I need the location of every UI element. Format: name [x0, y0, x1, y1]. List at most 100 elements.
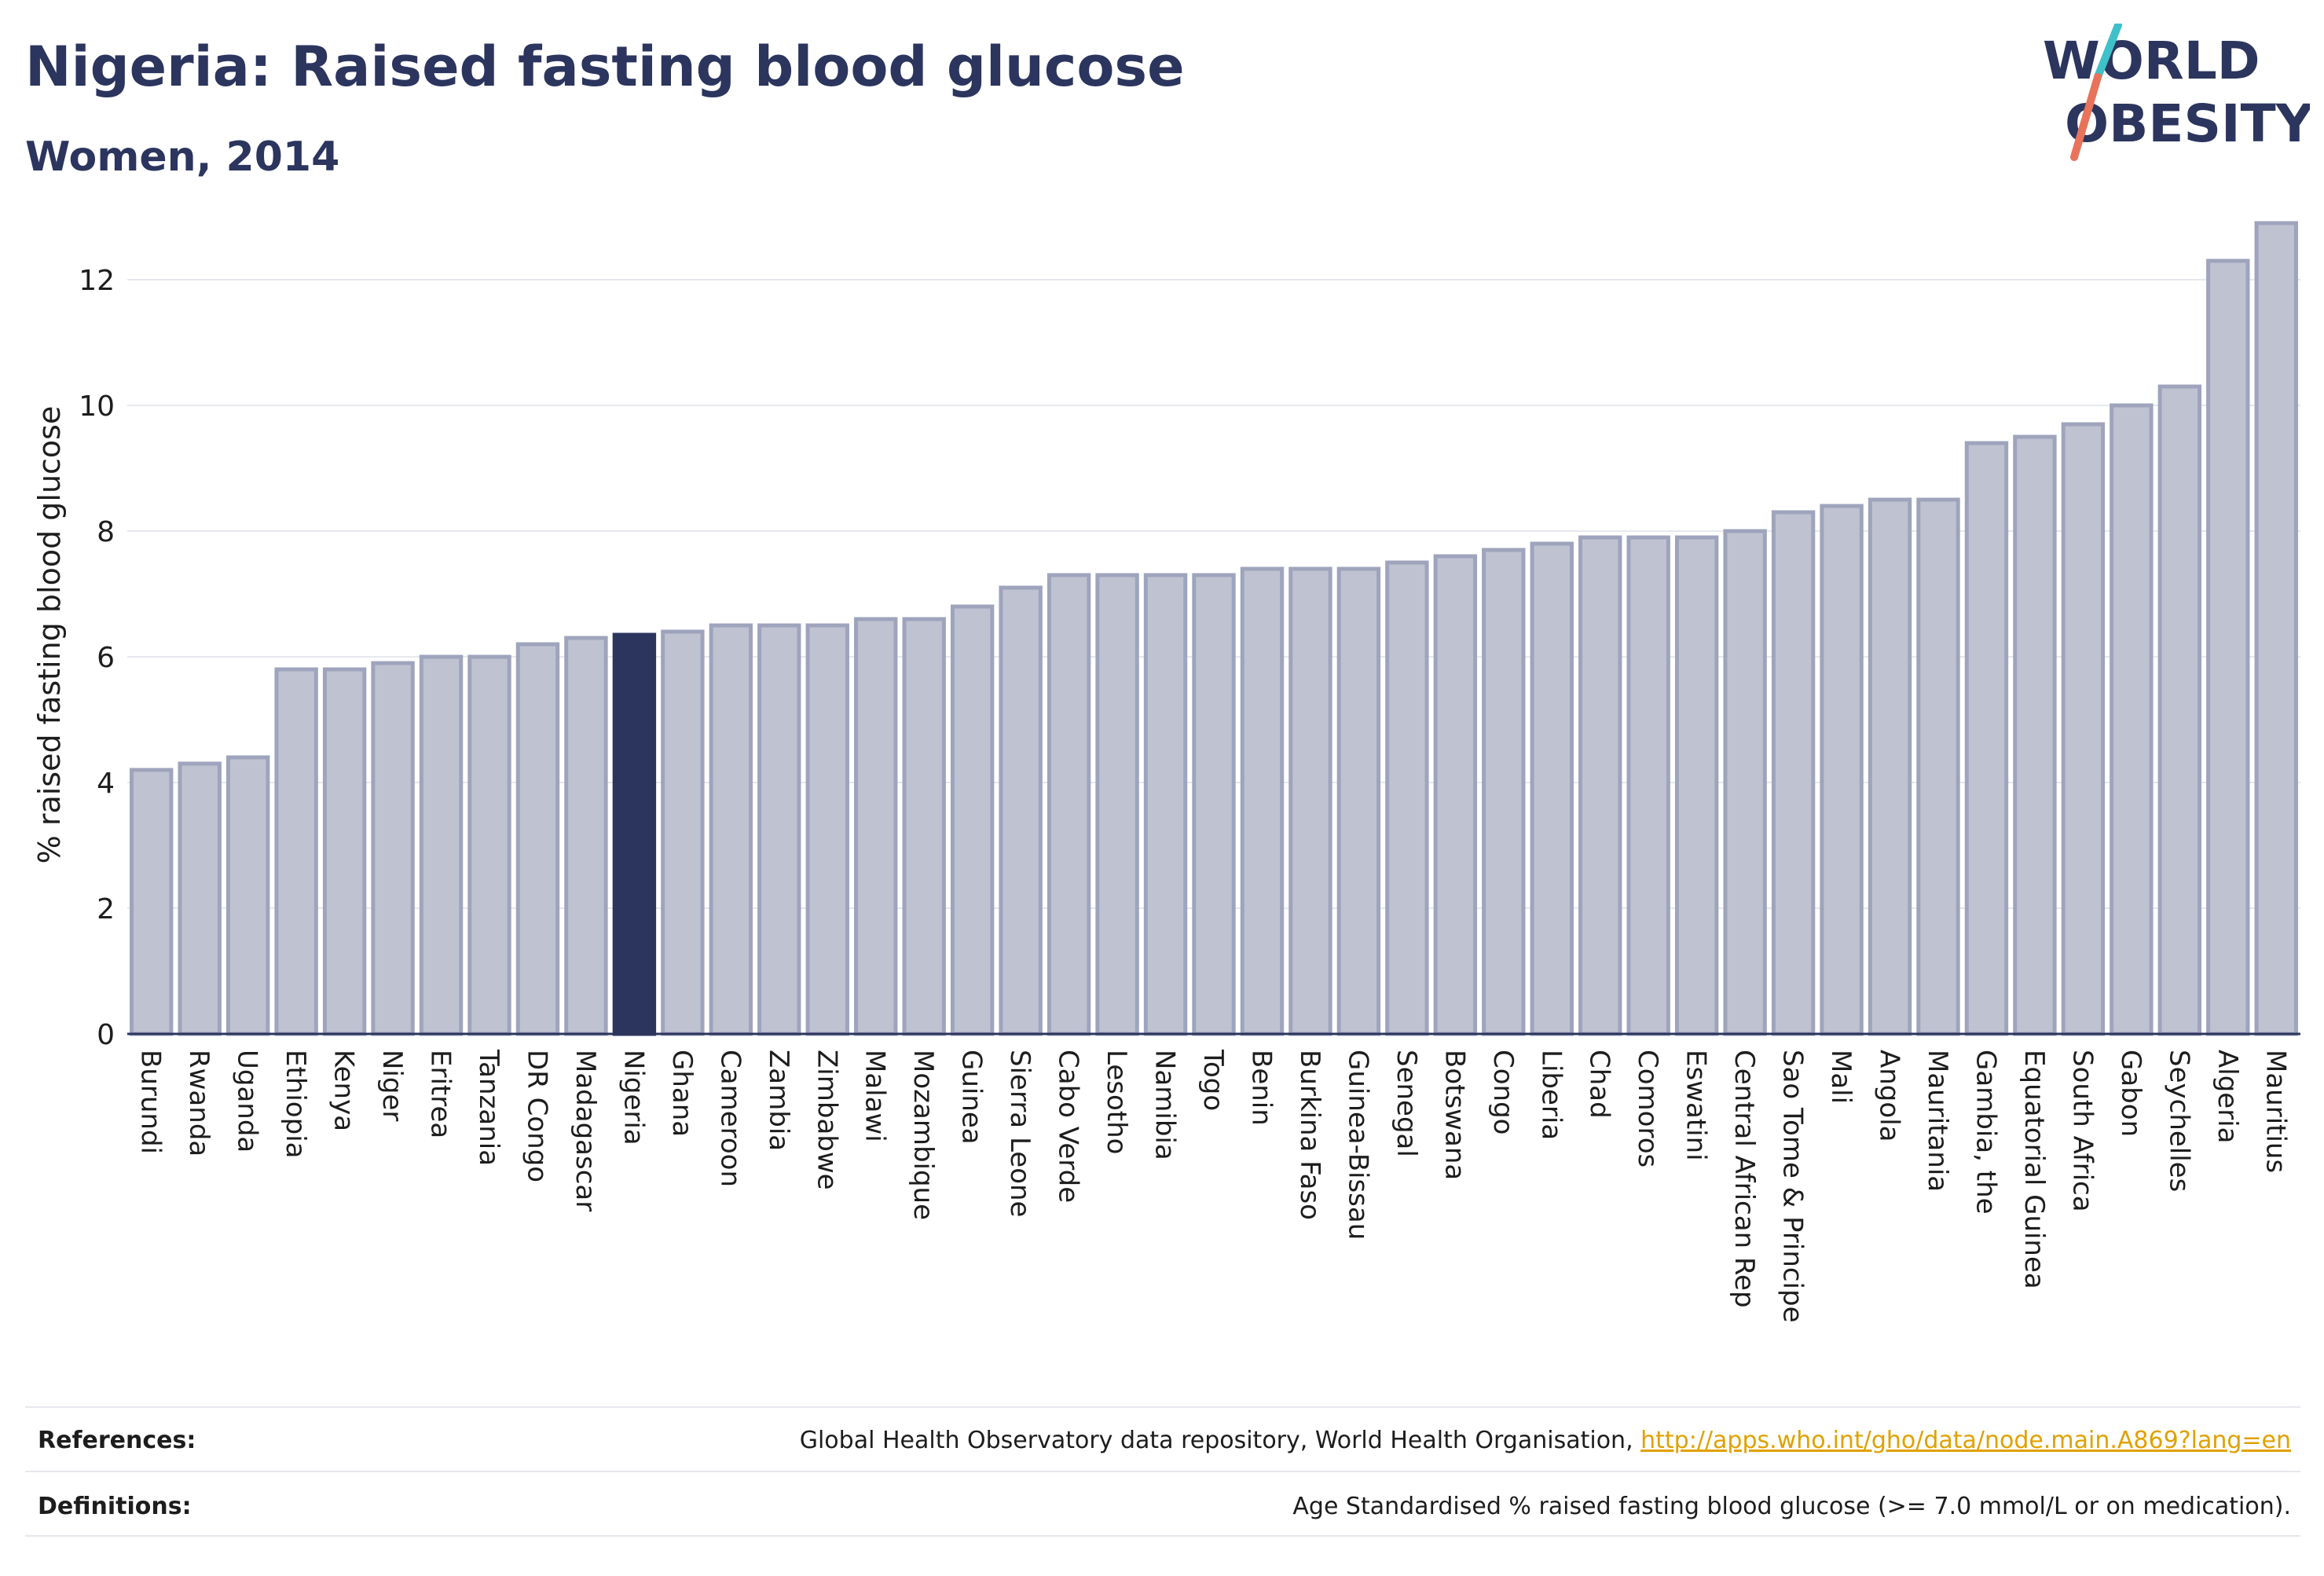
x-tick-label: Ghana: [666, 1050, 698, 1137]
y-tick-label: 12: [79, 265, 115, 297]
bar-dr-congo: [515, 642, 560, 1036]
bar-eswatini: [1674, 535, 1719, 1036]
bar-cameroon: [709, 623, 753, 1036]
bar-equatorial-guinea: [2013, 434, 2057, 1036]
y-tick-label: 0: [97, 1019, 115, 1051]
logo-line1: WORLD: [2043, 31, 2260, 91]
y-tick-label: 4: [97, 768, 115, 800]
x-tick-label: Kenya: [328, 1050, 360, 1131]
bar-guinea: [950, 604, 995, 1036]
x-tick-label: Mali: [1825, 1050, 1857, 1104]
logo-line2: OBESITY: [2065, 93, 2310, 154]
bar-angola: [1868, 497, 1912, 1036]
bar-mozambique: [902, 617, 946, 1036]
x-tick-label: Nigeria: [618, 1050, 649, 1145]
x-tick-label: Togo: [1197, 1049, 1229, 1111]
bar-uganda: [225, 755, 270, 1036]
footer-divider-middle: [25, 1471, 2300, 1472]
bar-chad: [1578, 535, 1622, 1036]
bar-south-africa: [2061, 422, 2106, 1036]
y-tick-labels: 0 2 4 6 8 10 12: [79, 265, 115, 1051]
x-tick-label: Gambia, the: [1970, 1050, 2001, 1215]
bar-mali: [1820, 504, 1864, 1036]
bar-zimbabwe: [805, 623, 849, 1036]
bar-eritrea: [419, 654, 464, 1036]
bar-cabo-verde: [1047, 573, 1091, 1036]
bar-malawi: [854, 617, 898, 1036]
bar-gambia-the: [1964, 441, 2009, 1036]
logo-slash-coral: [2070, 73, 2102, 161]
x-tick-label: South Africa: [2066, 1050, 2098, 1212]
bar-algeria: [2206, 258, 2250, 1036]
bar-gabon: [2110, 403, 2154, 1036]
x-tick-label: Namibia: [1149, 1050, 1181, 1160]
bar-benin: [1240, 566, 1285, 1036]
x-tick-label: Burundi: [135, 1050, 167, 1154]
bar-seychelles: [2157, 384, 2202, 1036]
bar-niger: [371, 661, 415, 1036]
bar-lesotho: [1095, 573, 1139, 1036]
bar-senegal: [1385, 560, 1429, 1036]
x-tick-label: Comoros: [1632, 1050, 1663, 1167]
bar-rwanda: [178, 761, 222, 1036]
y-tick-label: 6: [97, 642, 115, 674]
x-tick-label: Mauritania: [1922, 1050, 1953, 1192]
bar-ethiopia: [274, 667, 318, 1036]
chart-bars: [130, 221, 2298, 1036]
bar-ghana: [661, 629, 705, 1036]
x-tick-label: Uganda: [232, 1050, 263, 1153]
x-tick-label: Benin: [1245, 1050, 1277, 1126]
x-tick-label: Cameroon: [714, 1050, 746, 1187]
bar-kenya: [322, 667, 367, 1036]
x-tick-label: Guinea-Bissau: [1342, 1050, 1373, 1240]
x-tick-label: Liberia: [1535, 1050, 1567, 1140]
page-title: Nigeria: Raised fasting blood glucose: [25, 35, 1185, 99]
x-tick-label: DR Congo: [521, 1050, 552, 1182]
x-tick-label: Chad: [1584, 1050, 1615, 1119]
references-label: References:: [38, 1427, 196, 1454]
bar-chart: 0 2 4 6 8 10 12 Burundi Rwanda Uganda Ethiopia Ken…: [32, 221, 2300, 1323]
bar-mauritius: [2254, 221, 2298, 1036]
bar-botswana: [1433, 554, 1478, 1036]
y-tick-label: 2: [97, 893, 115, 925]
y-tick-label: 8: [97, 516, 115, 548]
bar-togo: [1192, 573, 1236, 1036]
definitions-text: Age Standardised % raised fasting blood …: [1292, 1493, 2291, 1520]
bar-tanzania: [467, 654, 511, 1036]
x-tick-label: Guinea: [956, 1050, 988, 1145]
y-axis-label: % raised fasting blood glucose: [32, 406, 67, 864]
bar-burkina-faso: [1288, 566, 1332, 1036]
x-tick-label: Tanzania: [473, 1049, 504, 1166]
x-tick-label: Cabo Verde: [1053, 1050, 1084, 1203]
logo-slash-teal: [2094, 24, 2122, 81]
x-tick-labels: Burundi Rwanda Uganda Ethiopia Kenya Niger Eri…: [135, 1049, 2292, 1323]
footer-divider-bottom: [25, 1535, 2300, 1537]
page-subtitle: Women, 2014: [25, 134, 340, 181]
bar-nigeria: [612, 632, 657, 1036]
bar-sao-tome-principe: [1771, 510, 1816, 1036]
references-link[interactable]: http://apps.who.int/gho/data/node.main.A…: [1640, 1427, 2291, 1454]
bar-sierra-leone: [999, 585, 1043, 1036]
x-tick-label: Zimbabwe: [811, 1050, 842, 1190]
x-tick-label: Zambia: [763, 1050, 794, 1151]
definitions-label: Definitions:: [38, 1493, 192, 1520]
bar-namibia: [1143, 573, 1188, 1036]
references-text: Global Health Observatory data repositor…: [800, 1427, 2291, 1454]
world-obesity-logo: WORLD OBESITY: [2043, 24, 2310, 161]
bar-liberia: [1530, 541, 1574, 1036]
references-source: Global Health Observatory data repositor…: [799, 1427, 1641, 1454]
y-tick-label: 10: [79, 390, 115, 423]
bar-guinea-bissau: [1336, 566, 1381, 1036]
x-tick-label: Eswatini: [1681, 1050, 1712, 1161]
bar-zambia: [757, 623, 801, 1036]
x-tick-label: Congo: [1487, 1050, 1519, 1134]
bar-congo: [1482, 548, 1526, 1036]
x-tick-label: Eritrea: [425, 1050, 456, 1138]
x-tick-label: Burkina Faso: [1294, 1050, 1325, 1220]
bar-central-african-rep: [1723, 529, 1767, 1036]
x-tick-label: Sierra Leone: [1004, 1050, 1036, 1217]
footer-divider-top: [25, 1406, 2300, 1408]
bar-madagascar: [564, 636, 608, 1036]
x-tick-label: Central African Rep: [1728, 1050, 1760, 1308]
x-tick-label: Angola: [1874, 1050, 1905, 1142]
